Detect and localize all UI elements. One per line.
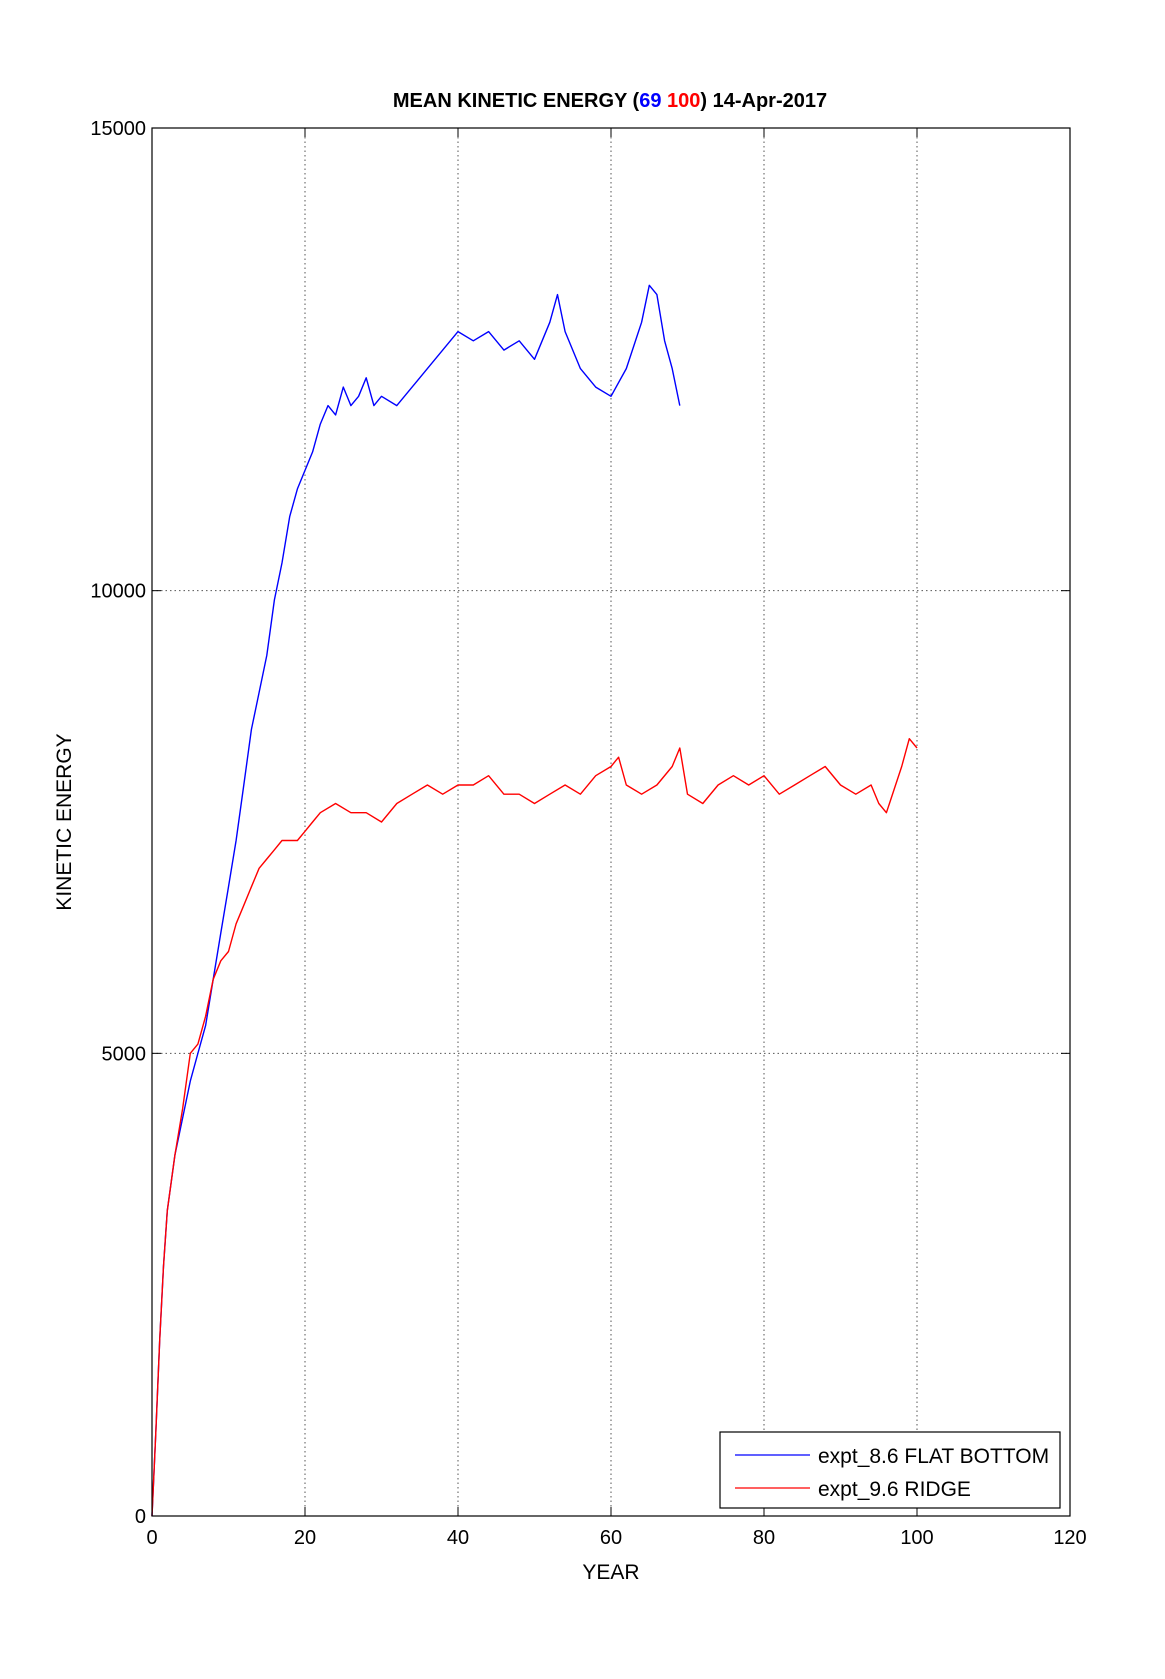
series-lines <box>151 284 918 1517</box>
legend-label-ridge: expt_9.6 RIDGE <box>818 1478 971 1501</box>
axis-ticks: 0 20 40 60 80 100 120 0 5000 10000 15000 <box>90 118 1086 1549</box>
title-prefix: MEAN KINETIC ENERGY ( <box>393 90 640 112</box>
y-tick-label-1: 5000 <box>102 1043 147 1065</box>
title-run2: 100 <box>667 90 700 112</box>
y-axis-label: KINETIC ENERGY <box>53 733 76 910</box>
series-line-0 <box>151 284 681 1517</box>
x-tick-label-1: 20 <box>294 1527 316 1549</box>
legend-box <box>719 1431 1061 1509</box>
x-tick-label-6: 120 <box>1053 1527 1086 1549</box>
y-tick-label-2: 10000 <box>90 581 146 603</box>
series-line-1 <box>151 738 918 1517</box>
title-run1: 69 <box>639 90 661 112</box>
x-tick-label-5: 100 <box>900 1527 933 1549</box>
title-suffix: ) 14-Apr-2017 <box>700 90 827 112</box>
chart-title: MEAN KINETIC ENERGY (69 100) 14-Apr-2017 <box>393 90 827 112</box>
x-tick-label-2: 40 <box>447 1527 469 1549</box>
x-tick-label-3: 60 <box>600 1527 622 1549</box>
y-tick-label-3: 15000 <box>90 118 146 140</box>
legend: expt_8.6 FLAT BOTTOM expt_9.6 RIDGE <box>719 1431 1061 1509</box>
y-tick-label-0: 0 <box>135 1506 146 1528</box>
x-tick-label-4: 80 <box>753 1527 775 1549</box>
x-axis-label: YEAR <box>582 1561 639 1584</box>
legend-label-flat-bottom: expt_8.6 FLAT BOTTOM <box>818 1445 1049 1468</box>
grid-lines <box>152 128 1070 1516</box>
x-tick-label-0: 0 <box>146 1527 157 1549</box>
